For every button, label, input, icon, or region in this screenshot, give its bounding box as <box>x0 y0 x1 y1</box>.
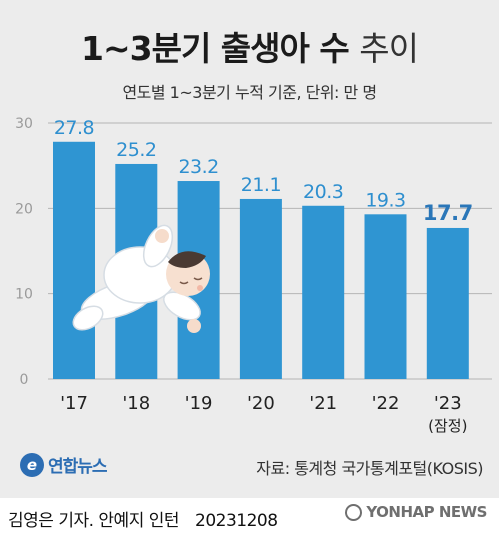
watermark: YONHAP NEWS <box>345 503 487 521</box>
bar <box>426 227 469 379</box>
watermark-logo-icon <box>345 503 363 521</box>
value-label: 19.3 <box>365 189 405 211</box>
x-tick-label: '19 <box>185 393 213 414</box>
chart-subtitle: 연도별 1~3분기 누적 기준, 단위: 만 명 <box>122 83 377 102</box>
x-tick-label: '22 <box>372 393 400 414</box>
page-title: 1~3분기 출생아 수 추이 <box>0 22 499 70</box>
y-tick-label: 20 <box>15 201 33 217</box>
y-tick-label: 10 <box>15 287 33 303</box>
x-tick-label: '20 <box>247 393 275 414</box>
value-label: 25.2 <box>116 139 156 161</box>
title-suffix: 추이 <box>359 29 419 68</box>
x-tick-label: '21 <box>309 393 337 414</box>
baby-illustration <box>72 224 210 333</box>
x-tick-label: '23 <box>434 393 462 414</box>
value-label: 27.8 <box>54 117 94 139</box>
bar <box>239 198 282 379</box>
source-note: 자료: 통계청 국가통계포털(KOSIS) <box>256 459 483 478</box>
bar-chart: 0 10 20 30 27.8 25.2 23.2 21.1 20.3 19.3 17.7 '17 '1… <box>15 116 492 435</box>
credit-authors: 김영은 기자. 안예지 인턴 <box>8 511 180 531</box>
value-label: 21.1 <box>241 174 281 196</box>
title-main: 1~3분기 출생아 수 <box>81 29 350 68</box>
publisher-logo: e 연합뉴스 <box>20 452 108 477</box>
value-label: 20.3 <box>303 181 343 203</box>
x-tick-note: (잠정) <box>428 417 467 435</box>
bar <box>53 141 95 379</box>
credit-date: 20231208 <box>195 511 278 531</box>
watermark-text: YONHAP NEWS <box>366 503 487 521</box>
value-label: 17.7 <box>423 201 473 225</box>
x-tick-label: '17 <box>60 393 88 414</box>
logo-text: 연합뉴스 <box>48 457 108 477</box>
y-tick-label: 30 <box>15 116 33 132</box>
infographic-card: 1~3분기 출생아 수 추이 연도별 1~3분기 누적 기준, 단위: 만 명 … <box>0 0 499 498</box>
credit-line: 김영은 기자. 안예지 인턴 20231208 <box>8 506 294 531</box>
y-tick-label: 0 <box>20 372 29 388</box>
bar <box>302 205 345 379</box>
yonhap-logo-icon: e <box>20 452 44 477</box>
bar <box>364 214 407 379</box>
value-label: 23.2 <box>178 156 218 178</box>
x-tick-label: '18 <box>122 393 150 414</box>
